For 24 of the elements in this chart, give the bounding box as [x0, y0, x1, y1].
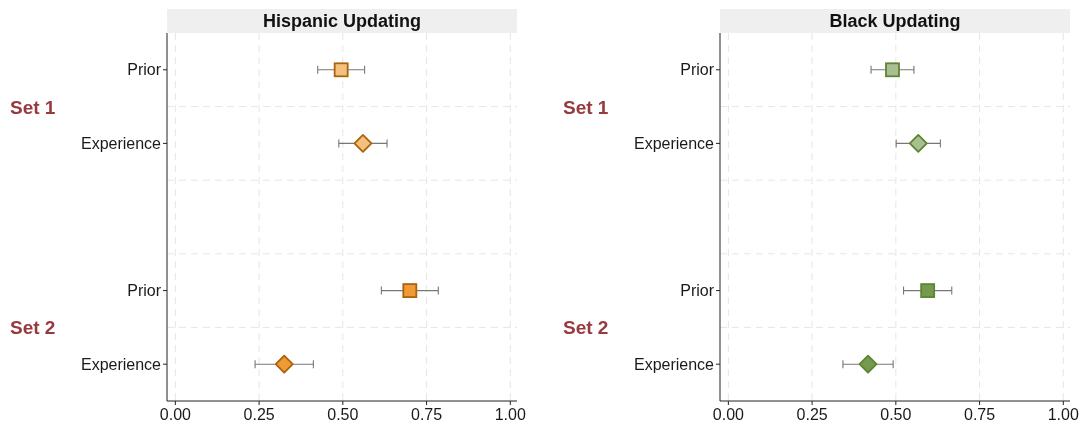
- x-tick-label: 0.25: [243, 406, 275, 423]
- x-tick-label: 0.75: [964, 406, 996, 423]
- x-tick-label: 0.25: [796, 406, 828, 423]
- text: Set 2: [563, 316, 609, 338]
- x-tick-label: 0.50: [327, 406, 359, 423]
- text: Set 1: [10, 96, 56, 118]
- y-tick-label: Prior: [127, 282, 162, 300]
- y-tick-label: Experience: [633, 355, 715, 373]
- y-tick-label: Experience: [633, 135, 715, 153]
- y-tick-label: Prior: [680, 61, 715, 79]
- x-tick-label: 0.75: [411, 406, 443, 423]
- x-tick-label: 0.00: [159, 406, 192, 423]
- x-tick-label: 0.00: [712, 406, 745, 423]
- x-tick-label: 1.00: [1047, 406, 1079, 423]
- y-tick-label: Experience: [80, 135, 162, 153]
- chart-title: Black Updating: [720, 9, 1070, 33]
- x-tick-label: 0.50: [880, 406, 912, 423]
- text: Set 2: [10, 316, 56, 338]
- text: Set 1: [563, 96, 609, 118]
- chart-title: Hispanic Updating: [167, 9, 517, 33]
- y-tick-label: Prior: [680, 282, 715, 300]
- x-tick-label: 1.00: [494, 406, 526, 423]
- y-tick-label: Experience: [80, 355, 162, 373]
- y-tick-label: Prior: [127, 61, 162, 79]
